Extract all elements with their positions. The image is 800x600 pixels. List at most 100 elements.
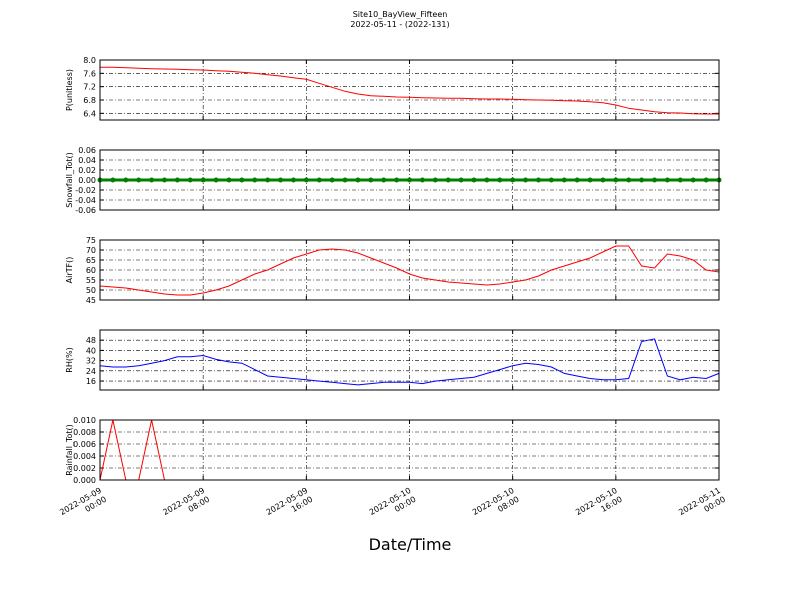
data-point [445, 177, 451, 183]
y-tick-label: 0.00 [78, 176, 96, 185]
y-axis-label: Snowfall_Tot() [65, 152, 74, 208]
data-point [419, 177, 425, 183]
data-point [690, 177, 696, 183]
data-point [432, 177, 438, 183]
data-point [278, 177, 284, 183]
data-point [174, 177, 180, 183]
data-point [600, 177, 606, 183]
data-point [664, 177, 670, 183]
chart-subtitle: 2022-05-11 - (2022-131) [350, 20, 449, 29]
data-point [187, 177, 193, 183]
data-point [703, 177, 709, 183]
x-tick-label: 2022-05-09 08:00 [161, 486, 211, 526]
y-tick-label: 0.06 [78, 146, 96, 155]
data-point [252, 177, 258, 183]
data-point [161, 177, 167, 183]
data-point [329, 177, 335, 183]
y-tick-label: 60 [86, 266, 96, 275]
y-tick-label: 24 [86, 367, 96, 376]
y-tick-label: 0.04 [78, 156, 96, 165]
data-point [677, 177, 683, 183]
data-point [265, 177, 271, 183]
data-point [342, 177, 348, 183]
y-tick-label: -0.02 [75, 186, 96, 195]
y-axis-label: Rainfall_Tot() [65, 424, 74, 476]
data-point [368, 177, 374, 183]
y-tick-label: 7.2 [83, 83, 96, 92]
data-point [110, 177, 116, 183]
data-point [548, 177, 554, 183]
data-point [613, 177, 619, 183]
plot-frame [99, 149, 720, 211]
x-tick-label: 2022-05-10 00:00 [368, 486, 418, 526]
chart-title: Site10_BayView_Fifteen [353, 10, 448, 19]
data-point [626, 177, 632, 183]
y-tick-label: -0.06 [75, 206, 96, 215]
y-tick-label: 7.6 [83, 69, 96, 78]
data-point [587, 177, 593, 183]
data-point [200, 177, 206, 183]
data-line [99, 245, 720, 296]
data-point [407, 177, 412, 183]
data-point [149, 177, 155, 183]
y-tick-label: 0.002 [73, 464, 96, 473]
y-axis-label: RH(%) [65, 347, 74, 372]
x-tick-label: 2022-05-10 08:00 [471, 486, 521, 526]
data-point [510, 177, 516, 183]
y-tick-label: -0.04 [75, 196, 96, 205]
data-point [316, 177, 322, 183]
plot-frame [99, 329, 720, 391]
data-point [123, 177, 129, 183]
x-tick-label: 2022-05-09 16:00 [265, 486, 315, 526]
y-tick-label: 50 [86, 286, 96, 295]
y-tick-label: 40 [86, 346, 96, 355]
data-point [213, 177, 219, 183]
x-tick-label: 2022-05-11 00:00 [677, 486, 727, 526]
data-point [226, 177, 232, 183]
y-tick-label: 16 [86, 377, 96, 386]
data-point [639, 177, 645, 183]
y-tick-label: 0.02 [78, 166, 96, 175]
data-point [523, 177, 529, 183]
y-tick-label: 45 [86, 296, 96, 305]
y-tick-label: 0.010 [73, 416, 96, 425]
y-axis-label: AirTF() [65, 257, 74, 284]
x-tick-label: 2022-05-10 16:00 [574, 486, 624, 526]
plot-frame [99, 59, 720, 121]
y-tick-label: 75 [86, 236, 96, 245]
y-tick-label: 0.006 [73, 440, 96, 449]
data-point [561, 177, 567, 183]
x-tick-label: 2022-05-09 00:00 [58, 486, 108, 526]
data-point [303, 177, 309, 183]
y-tick-label: 32 [86, 357, 96, 366]
y-tick-label: 0.008 [73, 428, 96, 437]
y-axis-label: P(unitless) [65, 69, 74, 111]
data-point [535, 177, 541, 183]
data-point [239, 177, 245, 183]
y-tick-label: 6.8 [83, 96, 96, 105]
y-tick-label: 6.4 [83, 109, 96, 118]
data-point [574, 177, 580, 183]
y-tick-label: 65 [86, 256, 96, 265]
data-point [394, 177, 400, 183]
data-point [381, 177, 387, 183]
y-tick-label: 48 [86, 336, 96, 345]
data-line [99, 338, 720, 386]
data-line [100, 66, 719, 115]
y-tick-label: 0.000 [73, 476, 96, 485]
y-tick-label: 8.0 [83, 56, 96, 65]
x-axis-label: Date/Time [369, 535, 452, 554]
plot-frame [99, 419, 720, 481]
data-point [458, 177, 464, 183]
data-point [471, 177, 477, 183]
y-tick-label: 70 [86, 246, 96, 255]
data-point [355, 177, 361, 183]
plot-frame [99, 239, 720, 301]
y-tick-label: 0.004 [73, 452, 96, 461]
data-point [652, 177, 658, 183]
data-point [497, 177, 503, 183]
data-point [290, 177, 296, 183]
y-tick-label: 55 [86, 276, 96, 285]
data-point [136, 177, 142, 183]
